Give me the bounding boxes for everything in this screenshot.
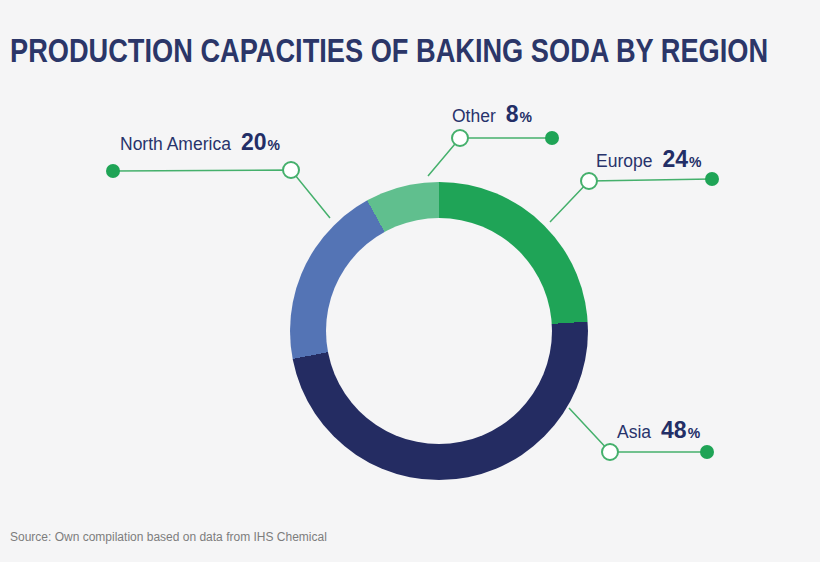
source-note: Source: Own compilation based on data fr… (10, 530, 327, 544)
donut-hole (326, 218, 552, 444)
chart-title: PRODUCTION CAPACITIES OF BAKING SODA BY … (10, 31, 768, 70)
slice-label: North America (120, 134, 231, 155)
slice-label: Other (452, 106, 496, 127)
slice-unit: % (688, 425, 700, 441)
leader-node-circle-icon (452, 130, 468, 146)
leader-endpoint-dot-icon (106, 164, 120, 178)
slice-value-group: 20% (241, 129, 280, 156)
leader-endpoint-dot-icon (700, 445, 714, 459)
slice-value-group: 8% (506, 101, 532, 128)
leader-line-other (428, 138, 552, 176)
slice-value-group: 48% (661, 417, 700, 444)
leader-endpoint-dot-icon (545, 131, 559, 145)
slice-value: 20 (241, 129, 267, 155)
donut-chart (290, 182, 588, 480)
callout-asia: Asia 48% (617, 417, 700, 444)
slice-label: Asia (617, 422, 651, 443)
leader-line-europe (550, 179, 712, 222)
callout-europe: Europe 24% (596, 146, 701, 173)
slice-label: Europe (596, 151, 652, 172)
slice-unit: % (520, 109, 532, 125)
infographic-canvas: PRODUCTION CAPACITIES OF BAKING SODA BY … (0, 0, 820, 562)
leader-line-north-america (113, 170, 330, 218)
leader-node-circle-icon (602, 444, 618, 460)
callout-other: Other 8% (452, 101, 532, 128)
slice-value: 8 (506, 101, 519, 127)
slice-unit: % (267, 137, 279, 153)
slice-value-group: 24% (662, 146, 701, 173)
slice-value: 24 (662, 146, 688, 172)
leader-endpoint-dot-icon (705, 172, 719, 186)
callout-north-america: North America 20% (120, 129, 280, 156)
leader-node-circle-icon (581, 173, 597, 189)
leader-node-circle-icon (283, 162, 299, 178)
slice-value: 48 (661, 417, 687, 443)
slice-unit: % (689, 154, 701, 170)
